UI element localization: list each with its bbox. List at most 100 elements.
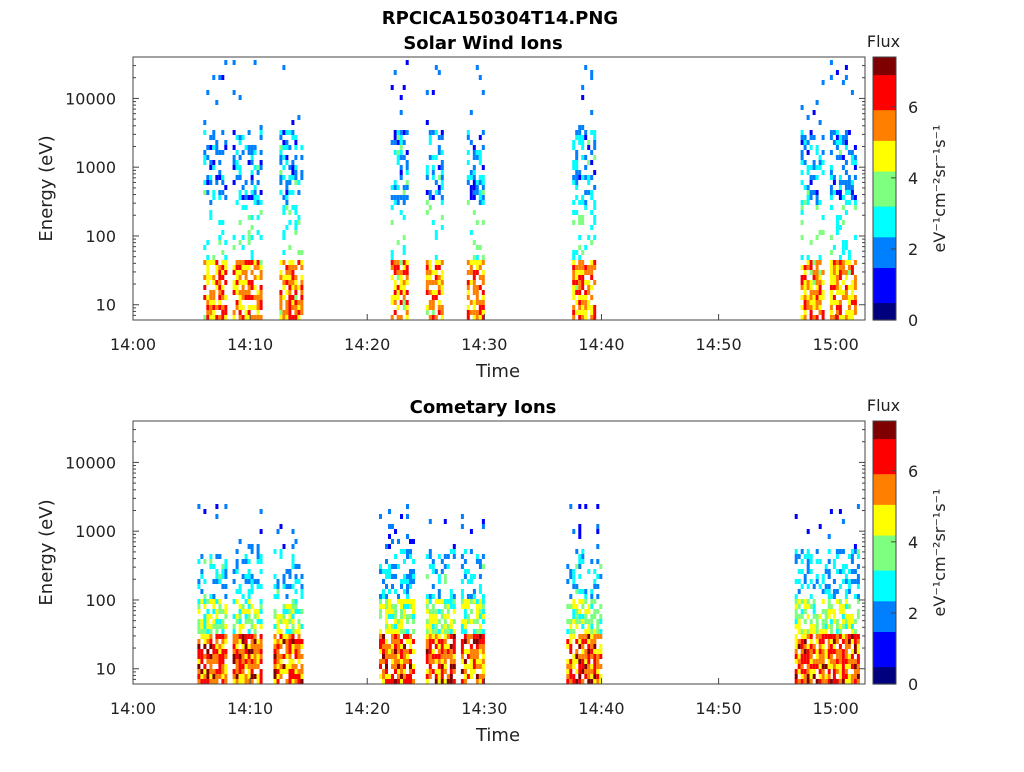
- flux-pixel: [832, 180, 836, 185]
- flux-pixel: [581, 140, 585, 145]
- flux-pixel: [259, 210, 263, 215]
- flux-pixel: [385, 669, 388, 674]
- flux-pixel: [288, 270, 292, 275]
- colorbar-tick-label: 0: [908, 675, 918, 694]
- flux-pixel: [259, 649, 263, 654]
- flux-pixel: [197, 609, 201, 614]
- flux-pixel: [440, 305, 444, 310]
- flux-pixel: [259, 270, 263, 275]
- flux-pixel: [241, 624, 245, 629]
- colorbar-segment: [873, 477, 896, 483]
- flux-pixel: [235, 674, 239, 679]
- flux-pixel: [587, 180, 591, 185]
- flux-pixel: [856, 504, 860, 509]
- flux-pixel: [809, 180, 813, 185]
- flux-pixel: [434, 569, 438, 574]
- colorbar-segment: [873, 214, 896, 220]
- flux-pixel: [812, 290, 816, 295]
- flux-pixel: [584, 504, 588, 509]
- flux-pixel: [835, 220, 839, 225]
- flux-pixel: [590, 160, 594, 165]
- flux-pixel: [200, 634, 204, 639]
- flux-pixel: [425, 644, 429, 649]
- flux-pixel: [294, 664, 298, 669]
- flux-pixel: [282, 145, 286, 150]
- flux-pixel: [578, 260, 582, 265]
- flux-pixel: [835, 190, 839, 195]
- flux-pixel: [437, 150, 441, 155]
- flux-pixel: [584, 290, 588, 295]
- flux-pixel: [300, 674, 304, 679]
- flux-pixel: [478, 200, 482, 205]
- flux-pixel: [400, 624, 403, 629]
- flux-pixel: [481, 190, 485, 195]
- flux-pixel: [838, 260, 842, 265]
- flux-pixel: [794, 549, 798, 554]
- colorbar-tick-label: 0: [908, 311, 918, 330]
- flux-pixel: [481, 260, 485, 265]
- flux-pixel: [276, 664, 280, 669]
- flux-pixel: [385, 679, 388, 684]
- flux-pixel: [402, 295, 406, 300]
- colorbar-segment: [873, 548, 896, 554]
- flux-pixel: [250, 315, 254, 320]
- flux-pixel: [449, 604, 453, 609]
- flux-pixel: [590, 624, 594, 629]
- flux-pixel: [215, 599, 219, 604]
- flux-pixel: [294, 305, 298, 310]
- flux-pixel: [481, 195, 485, 200]
- flux-pixel: [256, 315, 260, 320]
- flux-pixel: [209, 559, 213, 564]
- flux-pixel: [850, 310, 854, 315]
- flux-pixel: [440, 659, 444, 664]
- flux-pixel: [405, 265, 409, 270]
- colorbar-segment: [873, 587, 896, 593]
- flux-pixel: [593, 130, 597, 135]
- flux-pixel: [437, 265, 441, 270]
- flux-pixel: [463, 599, 467, 604]
- flux-pixel: [475, 300, 479, 305]
- flux-pixel: [385, 604, 388, 609]
- flux-pixel: [405, 275, 409, 280]
- flux-pixel: [291, 544, 295, 549]
- flux-pixel: [209, 564, 213, 569]
- flux-pixel: [578, 220, 582, 225]
- flux-pixel: [572, 295, 576, 300]
- flux-pixel: [812, 190, 816, 195]
- flux-pixel: [472, 300, 476, 305]
- flux-pixel: [256, 195, 260, 200]
- flux-pixel: [425, 639, 429, 644]
- flux-pixel: [405, 165, 409, 170]
- flux-pixel: [575, 549, 579, 554]
- flux-pixel: [434, 290, 438, 295]
- flux-pixel: [273, 659, 277, 664]
- flux-pixel: [253, 295, 257, 300]
- flux-pixel: [297, 285, 301, 290]
- flux-pixel: [428, 674, 432, 679]
- flux-pixel: [434, 619, 438, 624]
- flux-pixel: [405, 130, 409, 135]
- flux-pixel: [224, 559, 228, 564]
- colorbar-segment: [873, 192, 896, 198]
- flux-pixel: [253, 649, 257, 654]
- flux-pixel: [206, 180, 210, 185]
- flux-pixel: [241, 185, 245, 190]
- flux-pixel: [406, 634, 409, 639]
- flux-pixel: [396, 290, 400, 295]
- flux-pixel: [856, 644, 860, 649]
- flux-pixel: [300, 609, 304, 614]
- flux-pixel: [259, 674, 263, 679]
- flux-pixel: [232, 180, 236, 185]
- flux-pixel: [806, 265, 810, 270]
- flux-pixel: [247, 599, 251, 604]
- flux-pixel: [572, 175, 576, 180]
- flux-pixel: [241, 205, 245, 210]
- flux-pixel: [294, 629, 298, 634]
- flux-pixel: [406, 574, 409, 579]
- flux-pixel: [856, 639, 860, 644]
- flux-pixel: [818, 160, 822, 165]
- flux-pixel: [212, 260, 216, 265]
- flux-pixel: [596, 649, 600, 654]
- flux-pixel: [235, 569, 239, 574]
- flux-pixel: [241, 290, 245, 295]
